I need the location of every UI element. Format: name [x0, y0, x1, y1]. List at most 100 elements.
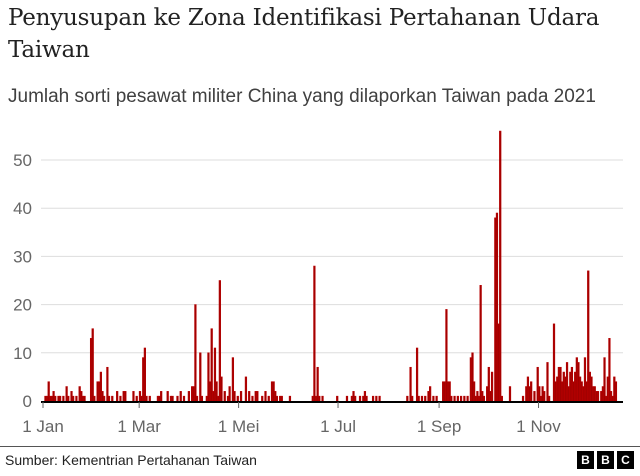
bar — [432, 395, 435, 402]
bar — [378, 395, 381, 402]
bar — [251, 395, 254, 402]
bar — [280, 395, 283, 402]
bar — [429, 386, 432, 402]
bar — [267, 395, 270, 402]
bar — [179, 391, 182, 402]
bar — [132, 391, 135, 402]
bar — [354, 395, 357, 402]
bar — [223, 391, 226, 402]
bar — [365, 395, 368, 402]
bar — [124, 391, 127, 402]
bar — [406, 395, 409, 402]
bar — [239, 391, 243, 402]
bar — [210, 328, 213, 402]
bar — [547, 395, 551, 402]
bar — [107, 395, 111, 402]
bar — [530, 381, 533, 402]
x-tick-label: 1 Mar — [117, 417, 161, 436]
bar — [375, 395, 378, 402]
source-note: Sumber: Kementrian Pertahanan Taiwan — [5, 452, 257, 468]
bar — [116, 391, 119, 402]
bar — [256, 391, 259, 402]
bbc-logo-letter: B — [577, 451, 594, 469]
bar — [275, 395, 279, 402]
bar — [220, 376, 223, 402]
bar — [145, 395, 148, 402]
bar — [111, 395, 114, 402]
bar — [187, 391, 191, 402]
bar — [233, 391, 236, 402]
bar — [182, 395, 186, 402]
bar — [148, 395, 151, 402]
bar — [318, 395, 321, 402]
bar — [358, 395, 362, 402]
bar — [171, 395, 174, 402]
bar — [62, 395, 65, 402]
bar — [336, 395, 339, 402]
bar — [420, 395, 424, 402]
bar — [143, 347, 146, 402]
bar — [135, 395, 138, 402]
bar — [479, 285, 482, 402]
bar — [435, 395, 438, 402]
bar — [415, 347, 419, 402]
bar — [499, 130, 502, 402]
bar — [533, 391, 536, 402]
bar — [72, 395, 75, 402]
bar — [596, 391, 600, 402]
bar — [236, 395, 239, 402]
bar — [424, 395, 427, 402]
bar — [160, 391, 163, 402]
y-tick-label: 10 — [13, 344, 32, 363]
bar — [264, 391, 267, 402]
bar — [345, 395, 349, 402]
bar — [321, 395, 324, 402]
y-tick-label: 0 — [23, 392, 32, 411]
bar — [508, 386, 512, 402]
bar — [261, 395, 264, 402]
bar — [67, 395, 70, 402]
bbc-logo-letter: C — [617, 451, 634, 469]
bar — [58, 395, 62, 402]
bar — [546, 362, 549, 402]
bar-chart: 0 10 20 30 40 50 1 Jan 1 Mar 1 Mei 1 Jul 1 Sep 1 N… — [13, 130, 623, 436]
y-tick-label: 40 — [13, 199, 32, 218]
bar — [93, 395, 96, 402]
bar — [194, 304, 197, 402]
bar — [456, 395, 459, 402]
y-axis-labels: 0 10 20 30 40 50 — [13, 151, 32, 411]
bar — [453, 395, 456, 402]
bar — [463, 395, 466, 402]
x-tick-label: 1 Jul — [320, 417, 356, 436]
bar — [411, 395, 414, 402]
bar — [244, 376, 248, 402]
bar — [83, 395, 86, 402]
bar — [490, 371, 494, 402]
x-tick-label: 1 Nov — [516, 417, 561, 436]
bar — [603, 357, 606, 402]
bar — [543, 391, 546, 402]
x-axis: 1 Jan 1 Mar 1 Mei 1 Jul 1 Sep 1 Nov — [22, 401, 623, 436]
bars — [44, 130, 618, 402]
bar — [75, 395, 78, 402]
chart-title: Penyusupan ke Zona Identifikasi Pertahan… — [8, 5, 600, 63]
bar — [228, 386, 231, 402]
bar — [459, 395, 463, 402]
footer-divider — [0, 446, 640, 447]
bar — [119, 395, 122, 402]
bar — [103, 395, 106, 402]
bar — [313, 265, 316, 402]
bar — [199, 352, 202, 402]
bar — [482, 395, 486, 402]
x-tick-label: 1 Jan — [22, 417, 64, 436]
y-tick-label: 50 — [13, 151, 32, 170]
bar — [195, 395, 199, 402]
bar — [521, 395, 525, 402]
bbc-logo-letter: B — [597, 451, 614, 469]
bar — [200, 395, 204, 402]
bar — [248, 391, 251, 402]
y-tick-label: 30 — [13, 247, 32, 266]
bar — [466, 395, 469, 402]
bar — [54, 395, 57, 402]
bar — [176, 395, 179, 402]
